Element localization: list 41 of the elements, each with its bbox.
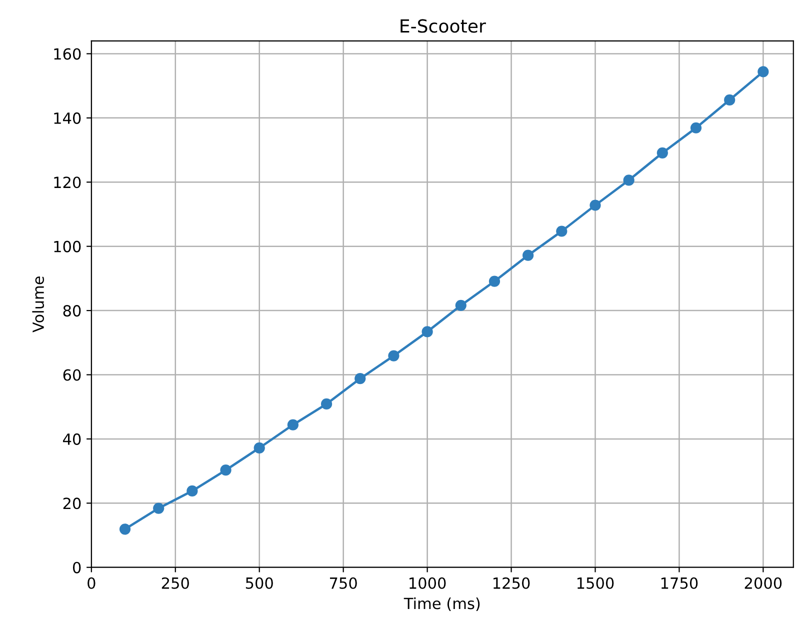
y-tick-label: 160: [54, 48, 81, 60]
y-tick-label: 60: [63, 369, 81, 381]
point: [153, 502, 164, 514]
x-tick-label: 1750: [661, 577, 698, 589]
point: [220, 464, 232, 476]
y-tick-label: 140: [54, 112, 81, 124]
point: [455, 300, 466, 311]
y-tick-label: 80: [63, 305, 81, 317]
point: [354, 373, 366, 384]
y-tick-label: 40: [63, 433, 81, 445]
x-tick-label: 750: [330, 577, 357, 589]
y-tick-label: 0: [72, 562, 81, 574]
x-tick-label: 500: [246, 577, 273, 589]
point: [758, 66, 769, 78]
point: [320, 398, 332, 410]
point: [556, 226, 568, 237]
x-tick-label: 1000: [410, 577, 446, 589]
point: [623, 174, 634, 186]
point: [388, 350, 400, 362]
y-tick-label: 120: [54, 176, 81, 188]
point: [186, 485, 198, 497]
point: [690, 122, 702, 134]
point: [522, 250, 534, 261]
x-tick-label: 1500: [577, 577, 614, 589]
point: [422, 326, 433, 338]
point: [724, 94, 736, 106]
point: [488, 276, 500, 287]
point: [119, 524, 131, 535]
point: [656, 147, 668, 158]
x-tick-label: 2000: [744, 577, 782, 589]
y-tick-label: 20: [63, 498, 81, 510]
x-tick-label: 1250: [494, 577, 530, 589]
x-tick-label: 250: [162, 577, 189, 589]
chart-title: E-Scooter: [400, 19, 486, 33]
x-axis-title: Time (ms): [404, 597, 480, 612]
x-tick-label: 0: [88, 577, 96, 589]
point: [254, 442, 265, 454]
point: [590, 200, 601, 211]
y-axis-title: Volume: [32, 276, 44, 332]
y-tick-label: 100: [54, 240, 81, 252]
point: [287, 419, 299, 430]
